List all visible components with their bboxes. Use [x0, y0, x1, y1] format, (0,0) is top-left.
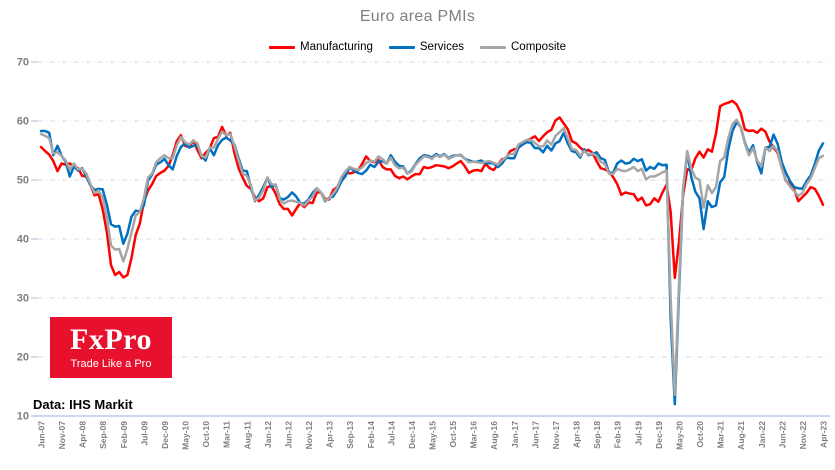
svg-text:Oct-10: Oct-10: [201, 421, 211, 448]
svg-text:Nov-12: Nov-12: [304, 421, 314, 450]
manufacturing-line: [39, 99, 825, 280]
svg-text:Oct-15: Oct-15: [448, 421, 458, 448]
svg-text:Mar-21: Mar-21: [716, 421, 726, 449]
svg-text:Nov-07: Nov-07: [57, 421, 67, 450]
services-line-swatch: [388, 45, 415, 49]
svg-text:Nov-17: Nov-17: [551, 421, 561, 450]
svg-text:Aug-11: Aug-11: [242, 421, 252, 450]
chart-legend: Manufacturing Services Composite: [0, 41, 835, 53]
manufacturing-line-swatch: [269, 45, 296, 49]
y-axis-labels: 70 60 50 40 30 20 10: [17, 57, 29, 423]
composite-line-swatch: [480, 45, 506, 49]
svg-text:Feb-14: Feb-14: [366, 421, 376, 449]
svg-text:Mar-11: Mar-11: [222, 421, 232, 448]
svg-text:Dec-19: Dec-19: [654, 421, 664, 449]
svg-text:Jun-07: Jun-07: [37, 421, 47, 449]
svg-text:Feb-19: Feb-19: [613, 421, 623, 449]
svg-text:Sep-13: Sep-13: [345, 421, 355, 449]
fxpro-brand-text: FxPro: [70, 323, 152, 356]
svg-text:Apr-18: Apr-18: [572, 421, 582, 448]
svg-text:50: 50: [17, 175, 29, 187]
svg-text:Dec-14: Dec-14: [407, 421, 417, 449]
y-axis-ticks: [31, 61, 38, 417]
svg-text:Dec-09: Dec-09: [160, 421, 170, 449]
legend-label-composite: Composite: [511, 41, 566, 53]
legend-item-composite: Composite: [480, 41, 566, 53]
svg-text:Sep-18: Sep-18: [592, 421, 602, 449]
svg-text:Sep-08: Sep-08: [98, 421, 108, 449]
svg-text:20: 20: [17, 352, 29, 364]
svg-text:Aug-21: Aug-21: [736, 421, 746, 450]
chart-title: Euro area PMIs: [359, 8, 476, 25]
svg-text:Jun-12: Jun-12: [283, 421, 293, 449]
x-axis-labels: Jun-07 Nov-07 Apr-08 Sep-08 Feb-09 Jul-09 Dec-…: [37, 421, 829, 450]
svg-text:May-15: May-15: [428, 421, 438, 450]
svg-text:40: 40: [17, 234, 29, 246]
svg-text:30: 30: [17, 293, 29, 305]
svg-text:Jul-14: Jul-14: [386, 421, 396, 446]
svg-text:60: 60: [17, 116, 29, 128]
svg-text:Feb-09: Feb-09: [119, 421, 129, 449]
svg-text:Nov-22: Nov-22: [798, 421, 808, 450]
svg-text:Jan-12: Jan-12: [263, 421, 273, 448]
svg-text:Jul-19: Jul-19: [633, 421, 643, 446]
svg-text:May-20: May-20: [674, 421, 684, 450]
svg-text:Apr-08: Apr-08: [78, 421, 88, 448]
fxpro-logo: FxPro Trade Like a Pro: [50, 317, 172, 378]
svg-text:Oct-20: Oct-20: [695, 421, 705, 448]
legend-label-services: Services: [419, 41, 464, 53]
svg-text:Jul-09: Jul-09: [139, 421, 149, 446]
svg-text:Mar-16: Mar-16: [469, 421, 479, 449]
svg-text:May-10: May-10: [181, 421, 191, 450]
fxpro-tagline: Trade Like a Pro: [70, 358, 152, 370]
svg-text:Jun-22: Jun-22: [777, 421, 787, 449]
svg-text:Apr-13: Apr-13: [325, 421, 335, 448]
gridlines: [38, 61, 828, 358]
svg-text:Jun-17: Jun-17: [530, 421, 540, 449]
legend-item-services: Services: [388, 41, 464, 53]
svg-text:Aug-16: Aug-16: [489, 421, 499, 450]
legend-item-manufacturing: Manufacturing: [269, 41, 373, 53]
svg-text:Apr-23: Apr-23: [819, 421, 829, 448]
svg-text:70: 70: [17, 57, 29, 69]
svg-text:10: 10: [17, 411, 29, 423]
svg-text:Jan-17: Jan-17: [510, 421, 520, 448]
svg-text:Jan-22: Jan-22: [757, 421, 767, 448]
data-source-note: Data: IHS Markit: [33, 397, 133, 412]
composite-line: [39, 118, 825, 397]
legend-label-manufacturing: Manufacturing: [300, 41, 373, 53]
